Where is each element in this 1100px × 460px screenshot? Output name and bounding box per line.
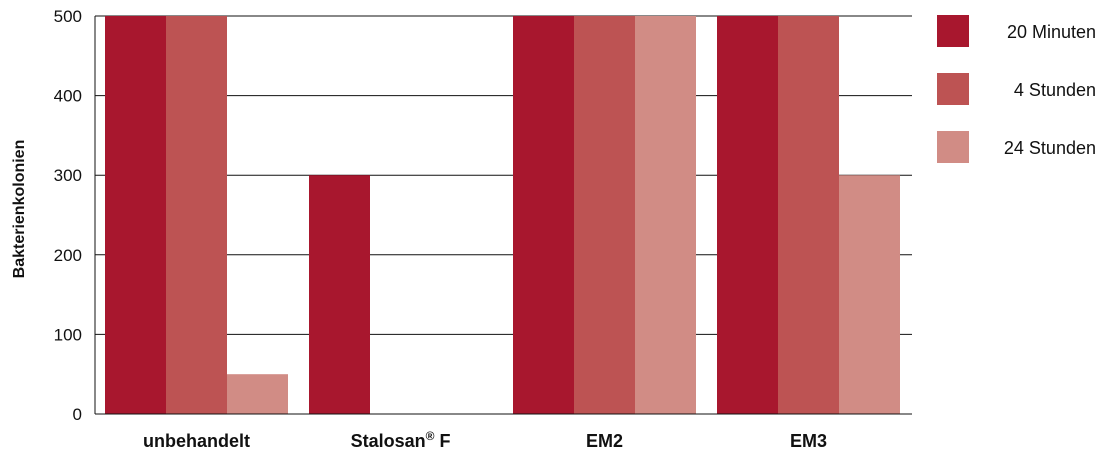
bars [105, 16, 900, 414]
legend: 20 Minuten 4 Stunden 24 Stunden [937, 15, 1096, 163]
x-category-label: EM3 [790, 431, 827, 451]
y-tick-label: 0 [73, 405, 82, 424]
y-tick-label: 300 [54, 166, 82, 185]
x-category-label: Stalosan® F [351, 429, 451, 451]
legend-swatch [937, 131, 969, 163]
x-category-label: EM2 [586, 431, 623, 451]
y-tick-label: 500 [54, 7, 82, 26]
bar [309, 175, 370, 414]
bar [839, 175, 900, 414]
bar [166, 16, 227, 414]
y-tick-label: 400 [54, 87, 82, 106]
bar [227, 374, 288, 414]
y-tick-label: 100 [54, 325, 82, 344]
legend-label: 20 Minuten [1007, 22, 1096, 42]
legend-label: 24 Stunden [1004, 138, 1096, 158]
bar [717, 16, 778, 414]
bar [635, 16, 696, 414]
x-category-label: unbehandelt [143, 431, 250, 451]
bar [105, 16, 166, 414]
y-tick-label: 200 [54, 246, 82, 265]
bar [778, 16, 839, 414]
bar [513, 16, 574, 414]
legend-label: 4 Stunden [1014, 80, 1096, 100]
legend-swatch [937, 73, 969, 105]
legend-swatch [937, 15, 969, 47]
labels: 0 100 200 300 400 500 unbehandelt Stalosan® F EM… [11, 7, 827, 451]
y-axis-title: Bakterienkolonien [11, 140, 28, 279]
axes [94, 16, 912, 415]
bar [574, 16, 635, 414]
